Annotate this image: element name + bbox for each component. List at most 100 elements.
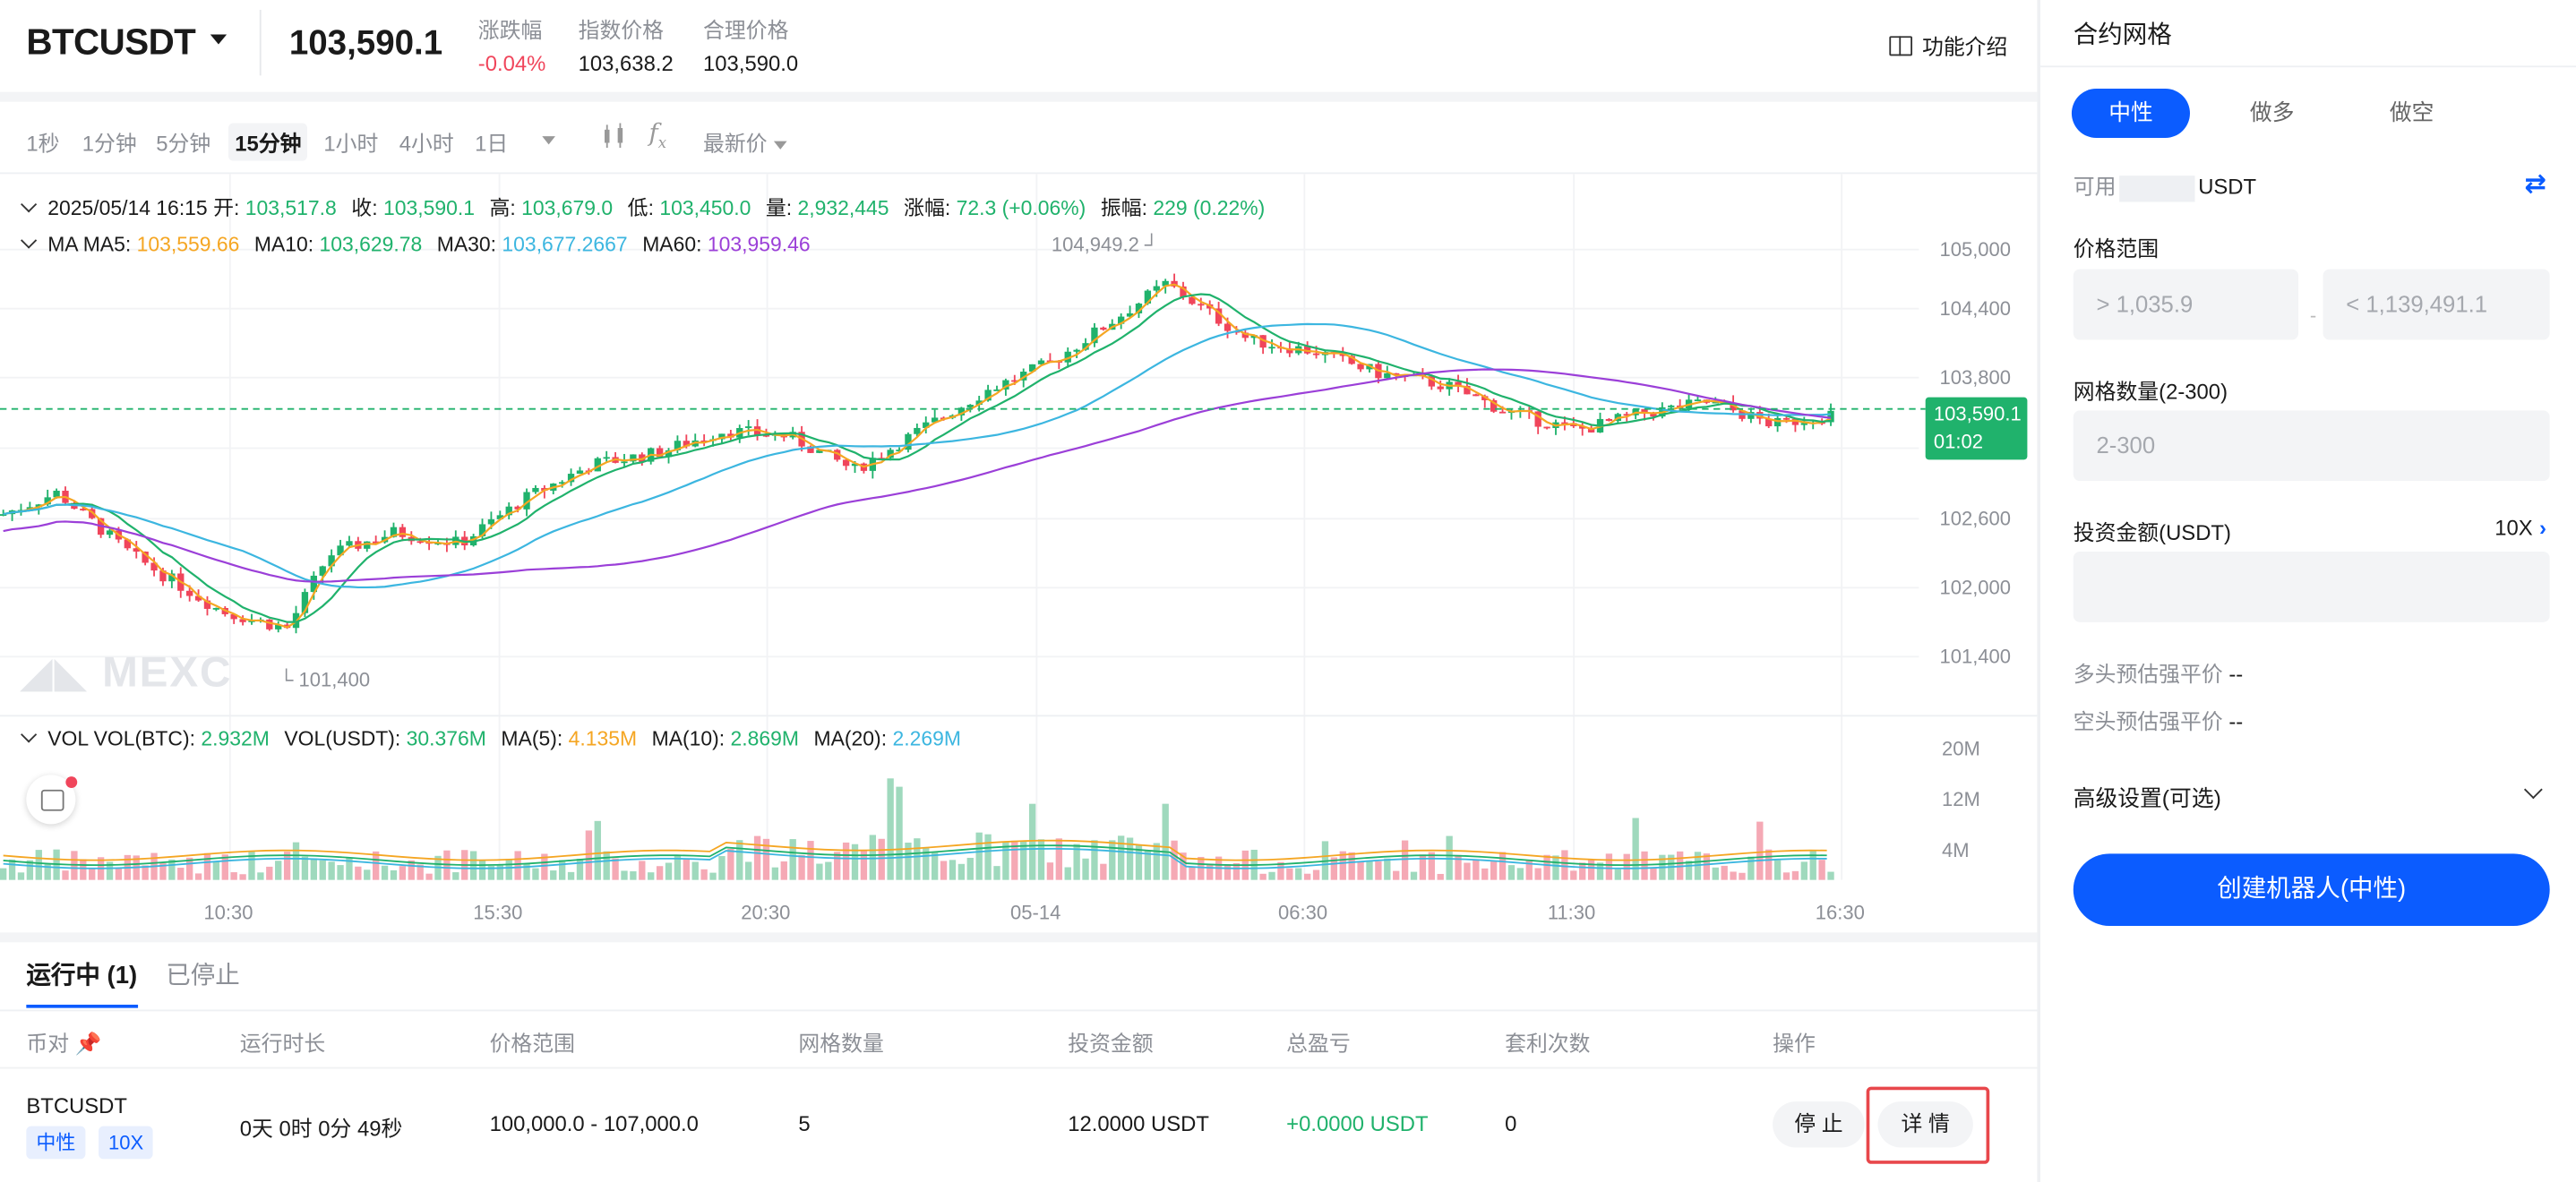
mode-long-button[interactable]: 做多 — [2249, 99, 2295, 125]
change-label: 涨跌幅 — [477, 18, 543, 43]
transfer-icon[interactable]: ⇄ — [2524, 170, 2547, 199]
tf-15m[interactable]: 15分钟 — [228, 123, 308, 161]
volume-bar — [957, 863, 966, 880]
tf-1m[interactable]: 1分钟 — [82, 131, 137, 157]
table-row: BTCUSDT 中性 10X 0天 0时 0分 49秒 100,000.0 - … — [0, 1066, 2038, 1179]
tf-1h[interactable]: 1小时 — [323, 131, 379, 157]
tf-more-dropdown[interactable] — [529, 123, 562, 154]
candle-body — [532, 487, 539, 492]
separator — [0, 91, 2038, 102]
info-value: 30.376M — [406, 727, 486, 750]
volume-bar — [887, 778, 894, 880]
info-label: VOL — [47, 727, 94, 750]
volume-bar — [1464, 862, 1471, 880]
candle-body — [1791, 418, 1799, 425]
indicator-fx-icon[interactable]: fx — [648, 117, 667, 153]
volume-bar — [505, 859, 512, 880]
mode-badge: 中性 — [26, 1126, 86, 1160]
volume-bar — [860, 850, 868, 880]
volume-bar — [1552, 855, 1559, 880]
volume-bar — [1277, 861, 1284, 880]
price-low-input[interactable]: > 1,035.9 — [2073, 269, 2299, 340]
row-investment: 12.0000 USDT — [1068, 1111, 1209, 1136]
col-range: 价格范围 — [489, 1031, 575, 1056]
volume-bar — [905, 843, 912, 880]
volume-bar — [478, 859, 486, 880]
leverage-selector[interactable]: 10X › — [2494, 515, 2547, 541]
tf-1s[interactable]: 1秒 — [26, 131, 60, 157]
pair-selector[interactable]: BTCUSDT — [26, 21, 196, 63]
candle-body — [744, 426, 752, 429]
volume-bar — [1809, 851, 1816, 880]
candle-body — [337, 545, 344, 556]
volume-bar — [301, 856, 309, 880]
chevron-down-icon[interactable] — [2523, 780, 2543, 800]
investment-input[interactable] — [2073, 551, 2550, 622]
chart-toolbar: 1秒 1分钟 5分钟 15分钟 1小时 4小时 1日 fx 最新价 — [0, 102, 2038, 175]
volume-bar — [1357, 861, 1364, 880]
volume-bar — [381, 865, 389, 880]
candle-body — [1650, 414, 1657, 417]
volume-bar — [390, 869, 398, 880]
feature-intro-link[interactable]: 功能介绍 — [1889, 30, 2007, 61]
volume-bar — [744, 861, 752, 880]
volume-bar — [1073, 844, 1080, 880]
col-grids: 网格数量 — [798, 1031, 884, 1056]
caret-down-icon[interactable] — [210, 34, 228, 45]
volume-bar — [807, 841, 814, 880]
x-tick-label: 06:30 — [1278, 901, 1328, 925]
mode-short-button[interactable]: 做空 — [2389, 99, 2434, 125]
ma-info: MA MA5: 103,559.66 MA10: 103,629.78 MA30: … — [20, 232, 825, 256]
tab-stopped[interactable]: 已停止 — [166, 962, 240, 990]
volume-bar — [648, 872, 655, 880]
candle-body — [390, 527, 398, 537]
volume-bar — [1028, 803, 1036, 880]
stop-button[interactable]: 停 止 — [1773, 1101, 1865, 1148]
volume-bar — [585, 830, 593, 880]
info-value: 103,590.1 — [382, 196, 475, 220]
candle-body — [80, 509, 87, 511]
volume-bar — [630, 871, 637, 880]
volume-bar — [1428, 852, 1435, 880]
candle-body — [496, 515, 503, 519]
info-label: MA(20): — [813, 727, 893, 750]
calendar-float-button[interactable] — [26, 775, 78, 825]
advanced-settings-toggle[interactable]: 高级设置(可选) — [2073, 786, 2221, 811]
row-range: 100,000.0 - 107,000.0 — [489, 1111, 699, 1136]
tab-running[interactable]: 运行中 (1) — [26, 957, 138, 1008]
tf-5m[interactable]: 5分钟 — [156, 131, 211, 157]
divider — [2040, 65, 2576, 68]
chevron-down-icon[interactable] — [21, 726, 38, 743]
volume-bar — [212, 861, 220, 880]
volume-bar — [816, 863, 823, 880]
volume-bar — [328, 861, 335, 880]
candle-body — [851, 463, 859, 467]
candle-body — [1747, 412, 1755, 419]
chevron-down-icon[interactable] — [21, 196, 38, 213]
detail-button[interactable]: 详 情 — [1877, 1101, 1973, 1148]
volume-bar — [567, 871, 575, 880]
volume-bar — [452, 872, 459, 880]
candle-body — [0, 514, 7, 516]
candle-body — [905, 433, 912, 450]
grid-count-input[interactable]: 2-300 — [2073, 410, 2550, 482]
volume-bar — [1739, 872, 1746, 880]
price-high-input[interactable]: < 1,139,491.1 — [2323, 269, 2550, 340]
chevron-down-icon[interactable] — [21, 232, 38, 249]
volume-bar — [966, 857, 974, 880]
volume-bar — [878, 838, 885, 880]
tf-1d[interactable]: 1日 — [475, 131, 509, 157]
info-label: MA(10): — [651, 727, 731, 750]
price-type-dropdown[interactable]: 最新价 — [697, 123, 794, 160]
kline-chart[interactable]: ◢◣ MEXC 2025/05/14 16:15 开: 103,517.8 收: … — [0, 174, 2038, 932]
tf-4h[interactable]: 4小时 — [399, 131, 454, 157]
create-bot-button[interactable]: 创建机器人(中性) — [2073, 853, 2550, 926]
pin-icon[interactable]: 📌 — [74, 1031, 102, 1056]
volume-bar — [771, 867, 779, 880]
candle-body — [1082, 343, 1089, 350]
x-tick-label: 11:30 — [1547, 901, 1596, 925]
mode-neutral-button[interactable]: 中性 — [2071, 88, 2190, 138]
volume-bar — [1339, 851, 1346, 880]
kline-canvas[interactable] — [0, 174, 2038, 932]
candle-type-icon[interactable] — [601, 123, 627, 149]
